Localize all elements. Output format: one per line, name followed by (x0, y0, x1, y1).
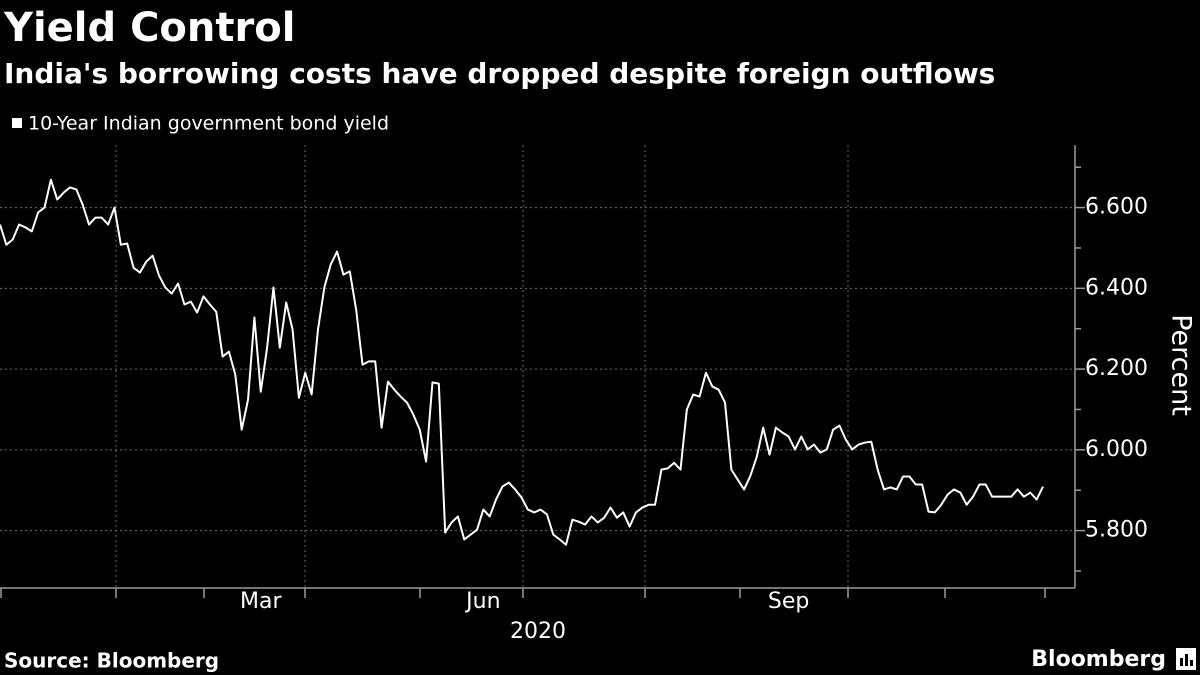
x-tick-label: Jun (464, 589, 500, 614)
x-grid (115, 145, 849, 588)
y-tick-label: 6.200 (1085, 356, 1148, 381)
x-axis-ticks (0, 588, 1046, 598)
y-tick-label: 6.000 (1085, 437, 1148, 462)
x-tick-label: Mar (240, 589, 282, 614)
y-tick-label: 6.400 (1085, 275, 1148, 300)
brand-icon (1176, 648, 1196, 670)
brand-icon-bar (1185, 654, 1188, 666)
y-axis-label: Percent (1166, 314, 1197, 416)
data-line (0, 178, 1044, 546)
y-tick-label: 5.800 (1085, 518, 1148, 543)
legend-swatch (12, 118, 22, 128)
legend-label: 10-Year Indian government bond yield (28, 113, 389, 135)
x-axis-label: 2020 (510, 619, 566, 644)
x-tick-label: Sep (768, 589, 809, 614)
brand-icon-bar (1190, 660, 1193, 666)
chart-title: Yield Control (3, 5, 295, 51)
chart-subtitle: India's borrowing costs have dropped des… (4, 57, 995, 90)
source: Source: Bloomberg (4, 649, 219, 673)
brand-icon-bar (1180, 658, 1183, 666)
y-tick-label: 6.600 (1085, 195, 1148, 220)
brand: Bloomberg (1031, 647, 1166, 672)
